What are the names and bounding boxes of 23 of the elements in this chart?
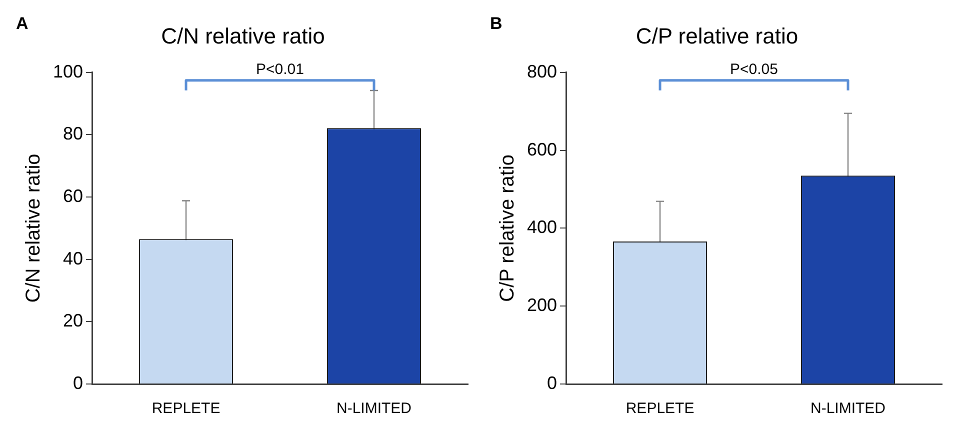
y-tick-label: 80: [63, 124, 84, 144]
chart-title: C/N relative ratio: [161, 23, 325, 48]
y-axis-title: C/N relative ratio: [22, 154, 45, 303]
x-tick-label: N-LIMITED: [810, 400, 886, 418]
annotation: P<0.05: [730, 61, 778, 78]
y-axis-title: C/P relative ratio: [496, 154, 519, 302]
text: B: [490, 14, 502, 34]
x-tick-label: N-LIMITED: [336, 400, 412, 418]
y-tick-label: 0: [547, 372, 558, 393]
y-tick-label: 600: [526, 139, 558, 160]
y-tick-label: 400: [526, 217, 558, 238]
y-tick-label: 800: [526, 61, 558, 82]
y-tick-label: 60: [63, 186, 84, 206]
y-tick-label: 0: [73, 372, 84, 393]
y-tick-label: 100: [52, 61, 84, 82]
y-tick-label: 40: [63, 248, 84, 268]
x-tick-label: REPLETE: [626, 400, 694, 418]
y-tick-label: 200: [526, 295, 558, 316]
chart-title: C/P relative ratio: [636, 23, 798, 48]
annotation: P<0.01: [256, 61, 304, 78]
text: A: [16, 14, 28, 34]
y-tick-label: 20: [63, 310, 84, 331]
x-tick-label: REPLETE: [152, 400, 220, 418]
